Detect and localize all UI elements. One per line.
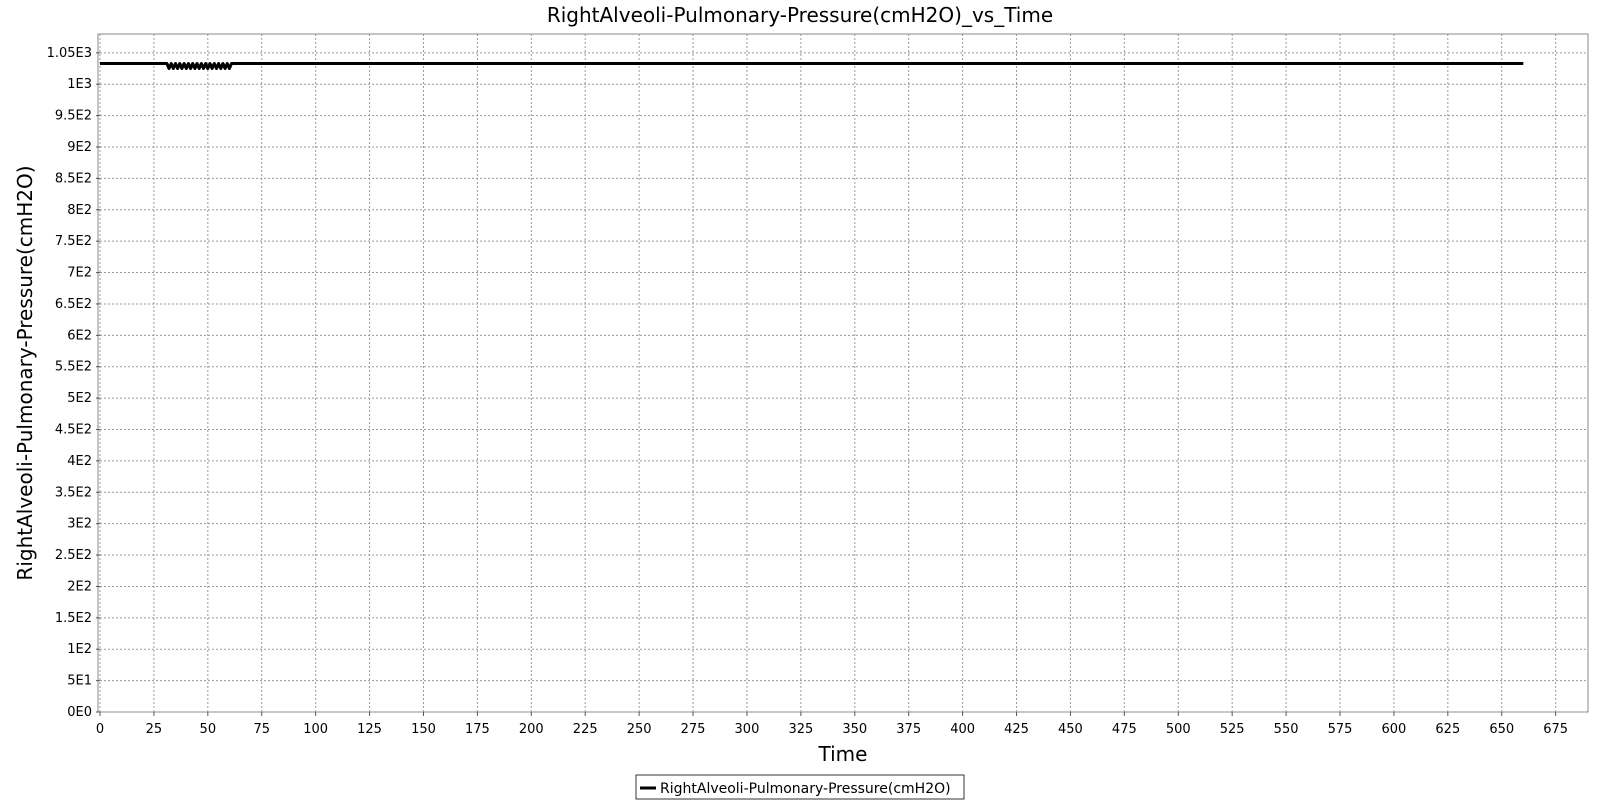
x-tick-label: 300 (735, 722, 760, 737)
y-tick-label: 3.5E2 (55, 485, 92, 500)
y-tick-label: 5E1 (67, 674, 92, 689)
y-tick-label: 8E2 (67, 203, 92, 218)
x-tick-label: 400 (950, 722, 975, 737)
x-tick-label: 575 (1328, 722, 1353, 737)
x-tick-label: 225 (573, 722, 598, 737)
x-tick-label: 0 (96, 722, 104, 737)
y-tick-label: 9E2 (67, 140, 92, 155)
y-tick-label: 8.5E2 (55, 171, 92, 186)
y-tick-label: 1.5E2 (55, 611, 92, 626)
legend-box (635, 774, 965, 800)
x-tick-label: 125 (357, 722, 382, 737)
x-tick-label: 675 (1543, 722, 1568, 737)
y-tick-label: 1E3 (67, 77, 92, 92)
chart-title: RightAlveoli-Pulmonary-Pressure(cmH2O)_v… (547, 3, 1053, 27)
y-tick-label: 4E2 (67, 454, 92, 469)
x-tick-label: 175 (465, 722, 490, 737)
y-tick-label: 6E2 (67, 328, 92, 343)
y-tick-label: 1.05E3 (47, 46, 92, 61)
y-tick-label: 1E2 (67, 642, 92, 657)
y-tick-label: 5.5E2 (55, 360, 92, 375)
y-tick-label: 7E2 (67, 266, 92, 281)
x-tick-label: 350 (842, 722, 867, 737)
y-tick-label: 2.5E2 (55, 548, 92, 563)
x-tick-label: 500 (1166, 722, 1191, 737)
x-tick-label: 150 (411, 722, 436, 737)
y-tick-label: 2E2 (67, 579, 92, 594)
x-tick-label: 650 (1489, 722, 1514, 737)
series-layer (100, 62, 1524, 70)
x-tick-label: 625 (1435, 722, 1460, 737)
x-tick-label: 200 (519, 722, 544, 737)
x-tick-label: 325 (788, 722, 813, 737)
y-tick-label: 6.5E2 (55, 297, 92, 312)
plot-area (97, 33, 1589, 713)
y-tick-label: 3E2 (67, 517, 92, 532)
series-line-0 (100, 62, 1524, 70)
x-tick-label: 100 (303, 722, 328, 737)
y-tick-label: 9.5E2 (55, 109, 92, 124)
x-tick-label: 600 (1381, 722, 1406, 737)
y-tick-label: 5E2 (67, 391, 92, 406)
x-tick-label: 525 (1220, 722, 1245, 737)
grid (99, 34, 1588, 713)
x-tick-label: 550 (1274, 722, 1299, 737)
x-tick-label: 375 (896, 722, 921, 737)
y-axis-label: RightAlveoli-Pulmonary-Pressure(cmH2O) (13, 165, 37, 580)
legend: RightAlveoli-Pulmonary-Pressure(cmH2O) (635, 774, 965, 800)
legend-label: RightAlveoli-Pulmonary-Pressure(cmH2O) (660, 781, 951, 797)
x-tick-label: 25 (146, 722, 163, 737)
y-axis-ticks: 0E0 5E1 1E2 1.5E2 2E2 2.5E2 3E2 3.5E2 4E2 4.5E2 5E… (47, 46, 100, 720)
x-tick-label: 275 (681, 722, 706, 737)
x-tick-label: 450 (1058, 722, 1083, 737)
y-tick-label: 7.5E2 (55, 234, 92, 249)
y-tick-label: 0E0 (67, 705, 92, 720)
x-axis-label: Time (818, 742, 868, 766)
x-tick-label: 425 (1004, 722, 1029, 737)
x-tick-label: 50 (200, 722, 217, 737)
x-tick-label: 250 (627, 722, 652, 737)
y-tick-label: 4.5E2 (55, 423, 92, 438)
x-axis-ticks: 0 25 50 75 100 125 150 175 200 225 250 275 300 325 350… (96, 712, 1568, 737)
x-tick-label: 475 (1112, 722, 1137, 737)
x-tick-label: 75 (253, 722, 270, 737)
